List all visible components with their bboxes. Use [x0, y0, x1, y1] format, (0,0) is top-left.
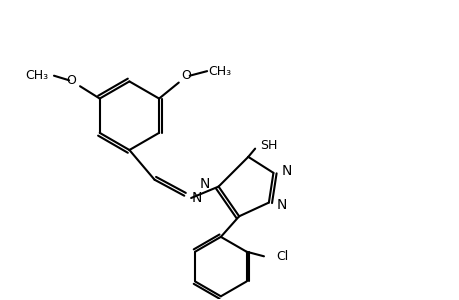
Text: N: N [276, 198, 287, 212]
Text: O: O [66, 74, 76, 87]
Text: Cl: Cl [276, 250, 288, 263]
Text: N: N [191, 191, 201, 205]
Text: O: O [181, 69, 191, 82]
Text: CH₃: CH₃ [207, 64, 230, 78]
Text: SH: SH [259, 139, 276, 152]
Text: N: N [281, 164, 291, 178]
Text: CH₃: CH₃ [25, 69, 48, 82]
Text: N: N [200, 177, 210, 191]
